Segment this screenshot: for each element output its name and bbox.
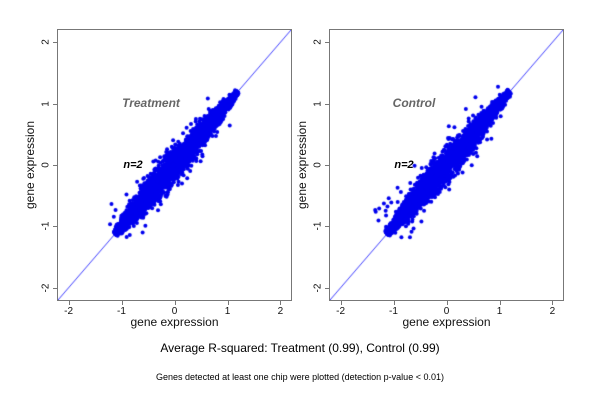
x-axis-title: gene expression (402, 315, 491, 329)
x-tick-label: 2 (549, 306, 556, 317)
control-scatter-canvas (330, 30, 563, 300)
y-tick-mark (53, 42, 57, 44)
treatment-n-annotation: n=2 (123, 159, 143, 171)
x-tick-label: 1 (224, 306, 231, 317)
y-tick-label: 1 (312, 100, 324, 107)
y-tick-label: 0 (312, 162, 324, 168)
x-tick-label: -1 (389, 306, 398, 317)
y-tick-mark (325, 103, 329, 105)
control-plot-frame: Control n=2 -2 -1 0 1 2 2 1 0 -1 -2 gene… (295, 29, 564, 329)
treatment-plot-frame: Treatment n=2 -2 -1 0 1 2 2 1 0 -1 -2 ge… (23, 29, 292, 329)
y-tick-mark (53, 103, 57, 105)
x-tick-label: 0 (171, 306, 178, 317)
x-tick-mark (393, 301, 395, 305)
y-tick-mark (53, 226, 57, 228)
x-tick-mark (499, 301, 501, 305)
treatment-scatter-canvas (58, 30, 291, 300)
y-tick-mark (325, 287, 329, 289)
x-tick-mark (280, 301, 282, 305)
y-tick-label: -1 (40, 221, 52, 231)
y-axis-title: gene expression (23, 120, 37, 210)
x-tick-label: 1 (496, 306, 503, 317)
detection-note-caption: Genes detected at least one chip were pl… (156, 372, 444, 382)
x-tick-label: 0 (443, 306, 450, 317)
control-n-annotation: n=2 (394, 159, 414, 171)
x-tick-label: -2 (336, 306, 346, 317)
x-tick-mark (340, 301, 342, 305)
y-tick-label: -2 (312, 283, 324, 293)
y-tick-mark (325, 42, 329, 44)
y-tick-label: 1 (40, 100, 52, 107)
y-tick-label: 0 (40, 162, 52, 168)
y-tick-mark (325, 165, 329, 166)
y-tick-label: 2 (40, 39, 52, 46)
x-tick-mark (552, 301, 554, 305)
y-axis-title: gene expression (295, 120, 309, 210)
y-tick-label: -1 (312, 221, 324, 231)
y-tick-mark (53, 287, 57, 289)
x-tick-mark (121, 301, 123, 305)
x-tick-label: -1 (117, 306, 126, 317)
rsquared-caption: Average R-squared: Treatment (0.99), Con… (160, 341, 440, 355)
control-panel-label: Control (392, 96, 436, 110)
treatment-panel-label: Treatment (122, 96, 180, 110)
x-tick-mark (227, 301, 229, 305)
x-tick-mark (68, 301, 70, 305)
x-tick-mark (446, 301, 448, 305)
x-tick-mark (174, 301, 176, 305)
y-tick-label: 2 (312, 39, 324, 46)
x-axis-title: gene expression (130, 315, 219, 329)
x-tick-label: -2 (64, 306, 74, 317)
y-tick-label: -2 (40, 283, 52, 293)
x-tick-label: 2 (277, 306, 284, 317)
y-tick-mark (53, 165, 57, 166)
y-tick-mark (325, 226, 329, 228)
